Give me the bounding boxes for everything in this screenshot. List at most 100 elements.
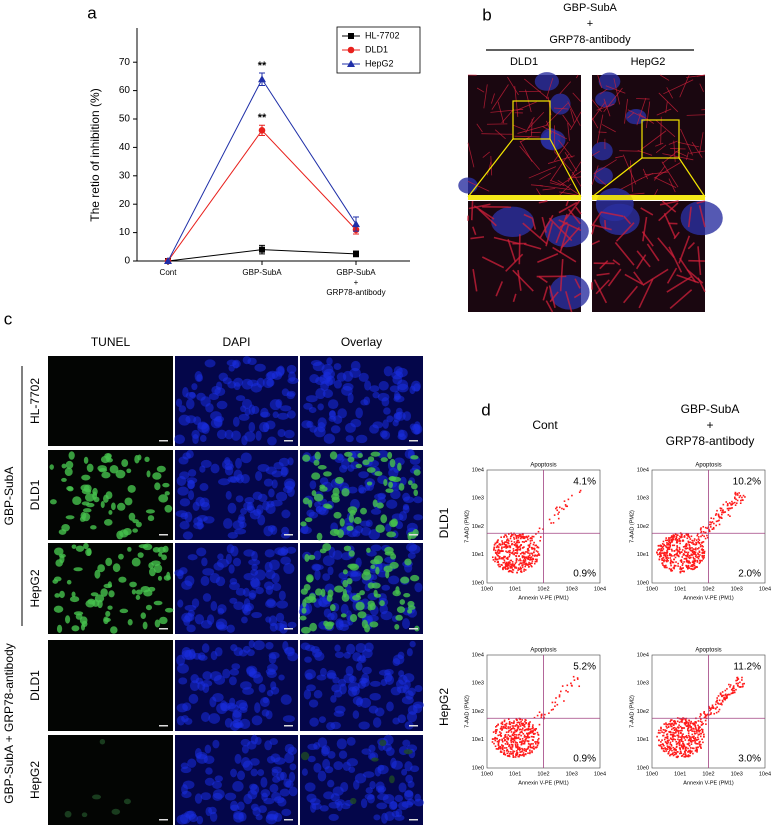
nucleus	[283, 647, 295, 655]
event	[712, 526, 715, 529]
event	[523, 559, 525, 561]
event	[658, 739, 660, 742]
event	[678, 730, 680, 732]
filament	[491, 93, 495, 104]
panel-label: a	[87, 3, 97, 22]
x-tick-label: 10e1	[674, 771, 686, 777]
event	[690, 739, 692, 741]
event	[510, 727, 513, 730]
event	[691, 739, 694, 742]
event	[703, 556, 705, 559]
filament	[536, 188, 541, 196]
filament	[478, 208, 497, 227]
nucleus	[263, 797, 275, 805]
event	[531, 560, 534, 562]
event	[501, 547, 503, 549]
filament	[542, 286, 549, 301]
nucleus	[235, 457, 242, 469]
event	[504, 743, 507, 745]
y-tick-label: 30	[119, 170, 131, 181]
apoptotic-cell	[73, 567, 83, 572]
event	[691, 736, 693, 738]
event	[680, 561, 683, 563]
filament	[572, 92, 581, 102]
event	[671, 541, 673, 543]
filament	[599, 260, 609, 270]
event	[696, 533, 699, 535]
event	[683, 550, 686, 552]
event	[668, 543, 670, 546]
nucleus	[309, 717, 319, 727]
event	[509, 567, 512, 569]
nucleus	[402, 411, 412, 421]
event	[507, 738, 509, 741]
nucleus	[199, 483, 209, 492]
event	[513, 750, 516, 753]
filament	[623, 285, 638, 304]
event	[527, 740, 530, 743]
event	[503, 753, 505, 756]
event	[669, 553, 671, 555]
nucleus	[232, 781, 244, 792]
micrograph	[48, 356, 173, 446]
nucleus	[222, 668, 231, 679]
event	[696, 534, 699, 537]
filament	[591, 165, 599, 185]
event	[669, 724, 672, 726]
event	[697, 557, 700, 560]
quadrant-value: 0.9%	[573, 754, 596, 765]
event	[671, 753, 674, 755]
event	[521, 555, 524, 557]
row-label: HL-7702	[28, 378, 42, 424]
apoptotic-cell	[64, 467, 73, 477]
event	[661, 549, 664, 552]
event	[690, 564, 693, 567]
event	[529, 562, 532, 565]
nucleus	[288, 771, 296, 783]
event	[536, 545, 539, 548]
event	[688, 544, 691, 547]
event	[672, 538, 675, 541]
event	[494, 745, 497, 748]
event	[515, 736, 518, 738]
event	[497, 546, 500, 548]
event	[510, 552, 513, 554]
event	[733, 501, 736, 504]
event	[662, 743, 664, 746]
event	[688, 548, 691, 551]
event	[660, 726, 662, 729]
nucleus	[226, 544, 235, 554]
nucleus	[334, 705, 346, 714]
event	[710, 712, 712, 714]
event	[509, 746, 512, 749]
event	[491, 556, 494, 559]
event	[741, 683, 744, 685]
event	[671, 550, 673, 552]
filament	[593, 279, 608, 304]
event	[728, 502, 731, 504]
apoptotic-cell	[137, 454, 142, 461]
nucleus	[406, 798, 415, 806]
apoptotic-cell	[383, 479, 388, 487]
event	[727, 509, 730, 512]
apoptotic-cell	[148, 586, 156, 592]
event	[688, 536, 691, 539]
nucleus	[276, 771, 285, 781]
event	[726, 688, 728, 690]
event	[708, 707, 711, 710]
event	[658, 744, 660, 747]
event	[512, 756, 515, 758]
event	[495, 732, 497, 735]
nucleus	[304, 656, 312, 663]
nucleus	[231, 430, 241, 441]
event	[507, 567, 510, 569]
apoptotic-cell	[357, 452, 363, 459]
event	[512, 552, 514, 555]
event	[513, 737, 516, 740]
event	[504, 541, 506, 543]
event	[741, 685, 744, 688]
event	[698, 745, 701, 747]
nucleus	[214, 647, 223, 657]
nucleus	[262, 697, 269, 704]
event	[515, 746, 518, 749]
